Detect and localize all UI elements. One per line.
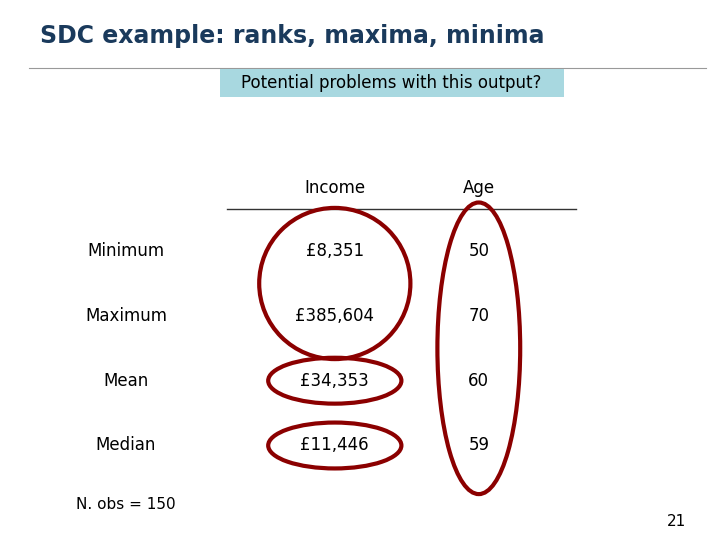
Text: £34,353: £34,353 (300, 372, 369, 390)
Text: £8,351: £8,351 (306, 242, 364, 260)
Text: 59: 59 (468, 436, 490, 455)
Text: 60: 60 (468, 372, 490, 390)
Text: Minimum: Minimum (87, 242, 165, 260)
Text: Income: Income (305, 179, 365, 197)
Text: N. obs = 150: N. obs = 150 (76, 497, 176, 512)
Text: £11,446: £11,446 (300, 436, 369, 455)
Text: 70: 70 (468, 307, 490, 325)
Text: SDC example: ranks, maxima, minima: SDC example: ranks, maxima, minima (40, 24, 544, 48)
Text: Median: Median (96, 436, 156, 455)
Text: 50: 50 (468, 242, 490, 260)
Text: 21: 21 (667, 514, 686, 529)
FancyBboxPatch shape (220, 69, 564, 97)
Text: £385,604: £385,604 (295, 307, 374, 325)
Text: Mean: Mean (104, 372, 148, 390)
Text: Potential problems with this output?: Potential problems with this output? (241, 74, 542, 92)
Text: Maximum: Maximum (85, 307, 167, 325)
Text: Age: Age (463, 179, 495, 197)
